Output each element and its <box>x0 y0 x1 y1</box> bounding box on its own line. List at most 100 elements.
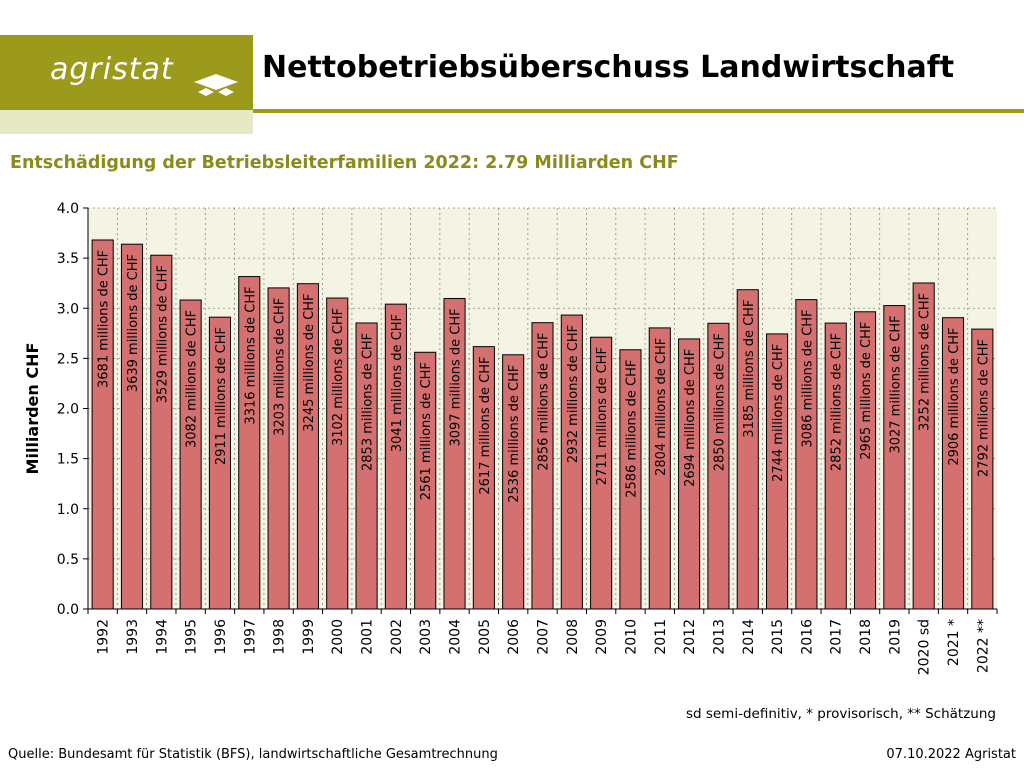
logo-diamond-icon <box>194 74 238 96</box>
bar-data-label: 3203 millions de CHF <box>273 298 288 436</box>
y-tick-label: 0.0 <box>57 602 79 618</box>
x-tick-label: 2009 <box>594 619 610 655</box>
bar-data-label: 2536 millions de CHF <box>507 365 522 503</box>
bar-data-label: 2853 millions de CHF <box>361 333 376 471</box>
x-tick-label: 2007 <box>536 619 552 655</box>
bar-data-label: 2694 millions de CHF <box>683 349 698 487</box>
bar-data-label: 2906 millions de CHF <box>947 328 962 466</box>
bar <box>678 338 701 610</box>
bar <box>238 276 261 610</box>
y-tick-label: 3.0 <box>57 301 79 317</box>
x-tick-label: 1996 <box>213 619 229 655</box>
y-axis-label: Milliarden CHF <box>23 343 42 475</box>
bar <box>91 239 114 610</box>
bar-data-label: 3082 millions de CHF <box>185 310 200 448</box>
x-tick-label: 2015 <box>770 619 786 655</box>
x-tick-label: 2017 <box>829 619 845 655</box>
x-tick-label: 2018 <box>858 619 874 655</box>
bar-data-label: 3027 millions de CHF <box>888 315 903 453</box>
bar <box>736 289 759 610</box>
x-tick-label: 1999 <box>301 619 317 655</box>
bar <box>355 322 378 610</box>
bar <box>648 327 671 610</box>
x-tick-label: 1998 <box>272 619 288 655</box>
y-tick-label: 3.5 <box>57 251 79 267</box>
bar <box>150 254 173 610</box>
bar <box>883 305 906 610</box>
y-tick-label: 2.5 <box>57 351 79 367</box>
bar-data-label: 2856 millions de CHF <box>537 333 552 471</box>
date-note: 07.10.2022 Agristat <box>886 747 1016 762</box>
bar <box>560 314 583 610</box>
logo-text: agristat <box>50 52 174 87</box>
bar-data-label: 2792 millions de CHF <box>976 339 991 477</box>
x-tick-label: 2012 <box>682 619 698 655</box>
chart-subtitle: Entschädigung der Betriebsleiterfamilien… <box>10 153 679 173</box>
x-tick-label: 2005 <box>477 619 493 655</box>
bar-data-label: 2804 millions de CHF <box>654 338 669 476</box>
bar <box>414 351 437 610</box>
page-title: Nettobetriebsüberschuss Landwirtschaft <box>262 50 955 85</box>
bar <box>208 316 232 610</box>
x-tick-label: 2011 <box>653 619 669 655</box>
y-tick-label: 1.0 <box>57 502 79 518</box>
x-tick-label: 2020 sd <box>917 619 933 675</box>
x-tick-label: 2019 <box>887 619 903 655</box>
x-tick-label: 2008 <box>565 619 581 655</box>
logo-box <box>0 35 253 110</box>
x-tick-label: 2022 ** <box>975 619 991 673</box>
x-tick-label: 2000 <box>330 619 346 655</box>
bar <box>326 297 349 610</box>
bar <box>531 322 554 610</box>
bar-data-label: 3097 millions de CHF <box>449 308 464 446</box>
x-tick-label: 2004 <box>448 619 464 655</box>
x-tick-label: 2001 <box>360 619 376 655</box>
x-tick-label: 2002 <box>389 619 405 655</box>
bar-data-label: 3041 millions de CHF <box>390 314 405 452</box>
bar-chart: 0.0 0.5 1.0 1.5 2.0 2.5 3.0 3.5 4.0 Milliarden CH… <box>23 201 998 675</box>
bar <box>795 299 818 610</box>
bar <box>120 243 144 610</box>
bar <box>619 349 642 610</box>
bar <box>502 354 525 610</box>
x-tick-label: 1997 <box>242 619 258 655</box>
bar-data-label: 3245 millions de CHF <box>302 294 317 432</box>
bar <box>384 303 407 610</box>
x-tick-label: 1993 <box>125 619 141 655</box>
bar <box>296 283 319 610</box>
bar-data-label: 3086 millions de CHF <box>800 309 815 447</box>
bar <box>941 317 965 610</box>
y-tick-label: 2.0 <box>57 402 79 418</box>
bar <box>766 333 789 610</box>
bar-data-label: 2617 millions de CHF <box>478 357 493 495</box>
x-tick-label: 1994 <box>154 619 170 655</box>
bar-data-label: 3102 millions de CHF <box>331 308 346 446</box>
footnote-legend: sd semi-definitiv, * provisorisch, ** Sc… <box>685 706 996 722</box>
bar-data-label: 2852 millions de CHF <box>830 333 845 471</box>
bar <box>707 322 730 610</box>
x-tick-label: 1995 <box>184 619 200 655</box>
bar-data-label: 2850 millions de CHF <box>712 333 727 471</box>
x-tick-label: 2003 <box>418 619 434 655</box>
x-tick-label: 2013 <box>711 619 727 655</box>
x-tick-label: 2010 <box>623 619 639 655</box>
bar-data-label: 2711 millions de CHF <box>595 347 610 485</box>
x-tick-label: 1992 <box>96 619 112 655</box>
bar-data-label: 3316 millions de CHF <box>243 286 258 424</box>
bar <box>267 287 290 610</box>
bar-data-label: 2965 millions de CHF <box>859 322 874 460</box>
bar <box>472 346 495 610</box>
bar-data-label: 2586 millions de CHF <box>624 360 639 498</box>
bar <box>912 282 935 610</box>
bar <box>824 322 847 610</box>
y-tick-label: 1.5 <box>57 452 79 468</box>
bar-data-label: 3252 millions de CHF <box>918 293 933 431</box>
bar <box>179 299 202 610</box>
x-tick-label: 2014 <box>741 619 757 655</box>
y-tick-label: 4.0 <box>57 201 79 217</box>
x-tick-label: 2006 <box>506 619 522 655</box>
bar-data-label: 3681 millions de CHF <box>97 250 112 388</box>
y-tick-label: 0.5 <box>57 552 79 568</box>
title-rule <box>253 109 1024 113</box>
x-tick-label: 2021 * <box>946 619 962 666</box>
